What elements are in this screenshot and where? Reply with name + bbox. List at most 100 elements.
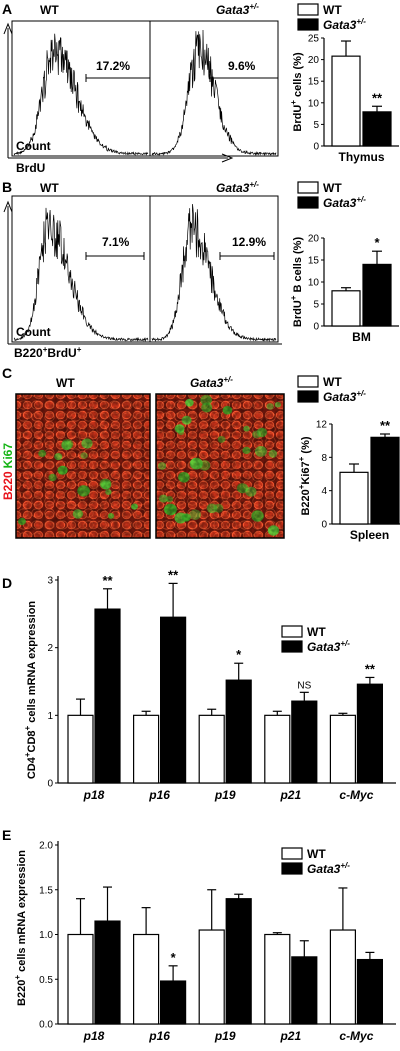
d-significance: ** xyxy=(365,661,376,676)
e-category-label: c-Myc xyxy=(339,1029,373,1043)
e-bar-chart: 0.0 0.5 1.0 1.5 2.0 p18 * p16 p19 p21 c-Myc B220+ c… xyxy=(13,841,396,1043)
b-ytick-label: 20 xyxy=(308,234,320,245)
a-ytick-label: 0 xyxy=(313,142,319,153)
e-category-label: p21 xyxy=(279,1029,301,1043)
b-legend-wt-swatch xyxy=(297,181,319,194)
e-bar-gata3 xyxy=(94,920,121,1025)
b-ytick-label: 15 xyxy=(308,256,320,267)
a-bar-chart: 0 5 10 15 20 25 ** Thymus BrdU+ cells (%) xyxy=(289,34,399,164)
d-category-label: p16 xyxy=(148,788,170,802)
d-significance: ** xyxy=(102,573,113,588)
c-ytick-label: 8 xyxy=(321,453,327,464)
e-ytick-label: 1.5 xyxy=(39,885,53,896)
b-legend-mut-swatch xyxy=(297,196,319,209)
d-legend-wt-label: WT xyxy=(307,625,326,639)
hist-b-ylabel: Count xyxy=(16,325,51,339)
hist-b-mut-pct: 12.9% xyxy=(232,235,266,249)
b-bar-wt xyxy=(331,290,361,327)
img-c-wt-title: WT xyxy=(56,376,75,390)
d-ytick-label: 0 xyxy=(47,779,53,790)
hist-a-mut-title: Gata3+/- xyxy=(216,2,259,17)
d-bar-wt xyxy=(67,714,94,784)
hist-b-wt-title: WT xyxy=(40,181,59,195)
c-ytick-label: 12 xyxy=(316,420,328,431)
e-bar-wt xyxy=(198,929,225,1025)
a-ytick-label: 10 xyxy=(308,98,320,109)
hist-b-y-arrow xyxy=(3,200,13,213)
d-bar-wt xyxy=(198,714,225,784)
panel-label-d: D xyxy=(2,575,12,591)
e-bar-wt xyxy=(329,929,356,1025)
hist-a-wt-pct: 17.2% xyxy=(96,59,130,73)
e-ytick-label: 1.0 xyxy=(39,930,53,941)
d-bar-wt xyxy=(133,714,160,784)
hist-a-mut-frame xyxy=(149,20,279,157)
c-legend-mut-swatch xyxy=(297,390,319,403)
panel-label-c: C xyxy=(2,365,12,381)
d-ylabel: CD4+CD8+ cells mRNA expression xyxy=(23,601,38,780)
e-bar-gata3 xyxy=(225,898,252,1025)
d-legend-mut-swatch xyxy=(281,640,303,653)
d-bar-gata3 xyxy=(356,683,383,784)
d-significance: NS xyxy=(297,680,311,691)
e-bar-wt xyxy=(264,933,291,1025)
e-significance: * xyxy=(171,950,177,965)
b-significance: * xyxy=(374,235,380,250)
e-category-label: p19 xyxy=(214,1029,236,1043)
hist-b-wt-pct: 7.1% xyxy=(102,235,130,249)
e-bar-gata3 xyxy=(160,980,187,1025)
d-category-label: p19 xyxy=(214,788,236,802)
c-legend-wt-swatch xyxy=(297,375,319,388)
a-legend-wt-swatch xyxy=(297,3,319,16)
b-legend-mut-label: Gata3+/- xyxy=(323,195,366,210)
b-ylabel: BrdU+ B cells (%) xyxy=(289,237,304,328)
hist-a-mut-pct: 9.6% xyxy=(228,59,256,73)
hist-a-mut-trace xyxy=(151,29,277,157)
e-legend-wt-label: WT xyxy=(307,847,326,861)
b-ytick-label: 5 xyxy=(313,300,319,311)
c-bar-gata3 xyxy=(370,436,400,525)
hist-a-x-arrow xyxy=(221,153,234,163)
hist-a-xlabel: BrdU xyxy=(16,161,45,175)
a-ytick-label: 25 xyxy=(308,34,320,45)
d-ytick-label: 3 xyxy=(47,576,53,587)
b-bar-gata3 xyxy=(362,263,392,327)
panel-c: C WT +/-Gata3+/- B220Ki67 xyxy=(1,365,285,539)
e-ytick-label: 0.5 xyxy=(39,975,53,986)
panel-label-e: E xyxy=(2,827,11,843)
e-bar-gata3 xyxy=(291,956,318,1025)
hist-a-ylabel: Count xyxy=(16,139,51,153)
d-bar-gata3 xyxy=(94,608,121,784)
d-bar-gata3 xyxy=(225,679,252,784)
a-ylabel: BrdU+ cells (%) xyxy=(289,52,304,132)
c-legend-wt-label: WT xyxy=(323,375,342,389)
a-ytick-label: 15 xyxy=(308,77,320,88)
a-legend-wt-label: WT xyxy=(323,3,342,17)
a-legend-mut-swatch xyxy=(297,18,319,31)
micrograph-wt xyxy=(15,393,151,539)
a-significance: ** xyxy=(372,90,383,105)
panel-label-b: B xyxy=(2,179,12,195)
e-legend-mut-swatch xyxy=(281,862,303,875)
e-ytick-label: 0.0 xyxy=(39,1020,53,1031)
panel-b: B WT Gata3+/- 7.1% 12.9% Count B220+BrdU… xyxy=(2,179,282,360)
c-ytick-label: 0 xyxy=(321,520,327,531)
c-significance: ** xyxy=(380,418,391,433)
e-ylabel: B220+ cells mRNA expression xyxy=(13,850,28,1006)
d-significance: * xyxy=(236,647,242,662)
hist-b-mut-frame xyxy=(149,195,279,343)
micrograph-gata3 xyxy=(155,393,285,539)
a-ytick-label: 20 xyxy=(308,55,320,66)
e-ytick-label: 2.0 xyxy=(39,841,53,852)
b-xlabel: BM xyxy=(352,330,371,344)
e-legend-wt-swatch xyxy=(281,847,303,860)
d-category-label: c-Myc xyxy=(339,788,373,802)
hist-a-wt-trace xyxy=(13,33,149,156)
d-ytick-label: 2 xyxy=(47,643,53,654)
d-category-label: p21 xyxy=(279,788,301,802)
d-category-label: p18 xyxy=(83,788,105,802)
